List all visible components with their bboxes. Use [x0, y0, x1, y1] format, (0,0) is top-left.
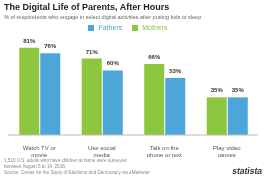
svg-text:53%: 53%: [169, 68, 182, 74]
html-text:Mothers: Mothers: [142, 24, 168, 31]
svg-text:76%: 76%: [44, 43, 57, 49]
html-text:% of respondents who engage in: % of respondents who engage in select di…: [4, 14, 202, 20]
svg-text:Watch TV ormovie: Watch TV ormovie: [23, 145, 56, 157]
svg-text:66%: 66%: [148, 54, 161, 60]
svg-text:Use socialmedia: Use socialmedia: [88, 145, 116, 157]
svg-text:81%: 81%: [23, 38, 36, 44]
svg-text:60%: 60%: [107, 60, 120, 66]
svg-text:Play videogames: Play videogames: [213, 145, 241, 157]
html-text:Fathers: Fathers: [98, 24, 123, 31]
svg-text:Talk on thephone or text: Talk on thephone or text: [147, 145, 182, 157]
html-text:1,510 U.S. adults who have chi: 1,510 U.S. adults who have children at h…: [4, 158, 150, 175]
svg-text:35%: 35%: [232, 87, 245, 93]
svg-text:71%: 71%: [86, 49, 99, 55]
html-text:The Digital Life of Parents, A: The Digital Life of Parents, After Hours: [4, 2, 170, 12]
svg-text:35%: 35%: [211, 87, 224, 93]
html-text:statista: statista: [232, 166, 262, 176]
